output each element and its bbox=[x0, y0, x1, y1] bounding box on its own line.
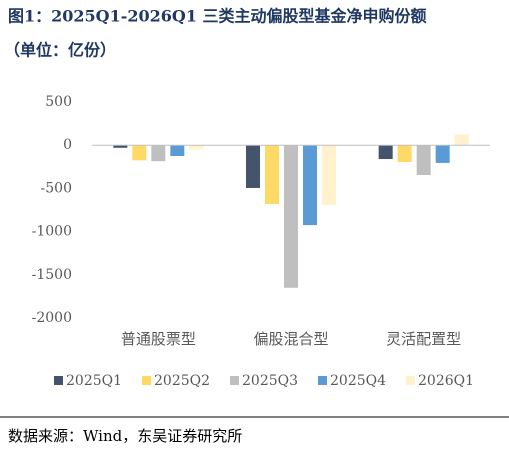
y-tick-label: -500 bbox=[41, 180, 72, 196]
bar bbox=[151, 145, 166, 162]
bar bbox=[132, 145, 147, 161]
bar bbox=[454, 134, 469, 146]
bar bbox=[265, 145, 279, 204]
legend-label: 2025Q2 bbox=[154, 373, 210, 389]
bar bbox=[397, 145, 412, 163]
legend-swatch bbox=[318, 376, 327, 385]
x-tick-label: 灵活配置型 bbox=[386, 330, 461, 348]
legend-label: 2026Q1 bbox=[418, 373, 474, 389]
bar bbox=[435, 145, 450, 163]
y-tick-label: -1500 bbox=[32, 267, 72, 283]
bar bbox=[113, 145, 128, 148]
bar bbox=[170, 145, 185, 156]
legend-label: 2025Q1 bbox=[66, 373, 122, 389]
bar bbox=[416, 145, 431, 176]
source-note: 数据来源：Wind，东吴证券研究所 bbox=[8, 427, 242, 445]
bar bbox=[322, 145, 336, 205]
bar bbox=[303, 145, 317, 226]
y-tick-label: -2000 bbox=[32, 310, 72, 326]
y-tick-label: -1000 bbox=[32, 224, 72, 240]
x-tick-label: 普通股票型 bbox=[121, 330, 196, 348]
y-tick-label: 500 bbox=[45, 94, 72, 110]
legend-swatch bbox=[142, 376, 151, 385]
bar bbox=[378, 145, 393, 160]
legend-label: 2025Q4 bbox=[330, 373, 386, 389]
chart-subtitle: （单位：亿份） bbox=[4, 41, 116, 60]
legend-swatch bbox=[54, 376, 63, 385]
legend-label: 2025Q3 bbox=[242, 373, 298, 389]
chart-title: 图1：2025Q1-2026Q1 三类主动偏股型基金净申购份额 bbox=[8, 7, 427, 26]
bar bbox=[189, 145, 204, 150]
bar bbox=[284, 145, 298, 288]
x-tick-label: 偏股混合型 bbox=[253, 330, 328, 348]
y-tick-label: 0 bbox=[63, 137, 72, 153]
legend-swatch bbox=[406, 376, 415, 385]
legend-swatch bbox=[230, 376, 239, 385]
bar bbox=[246, 145, 260, 188]
